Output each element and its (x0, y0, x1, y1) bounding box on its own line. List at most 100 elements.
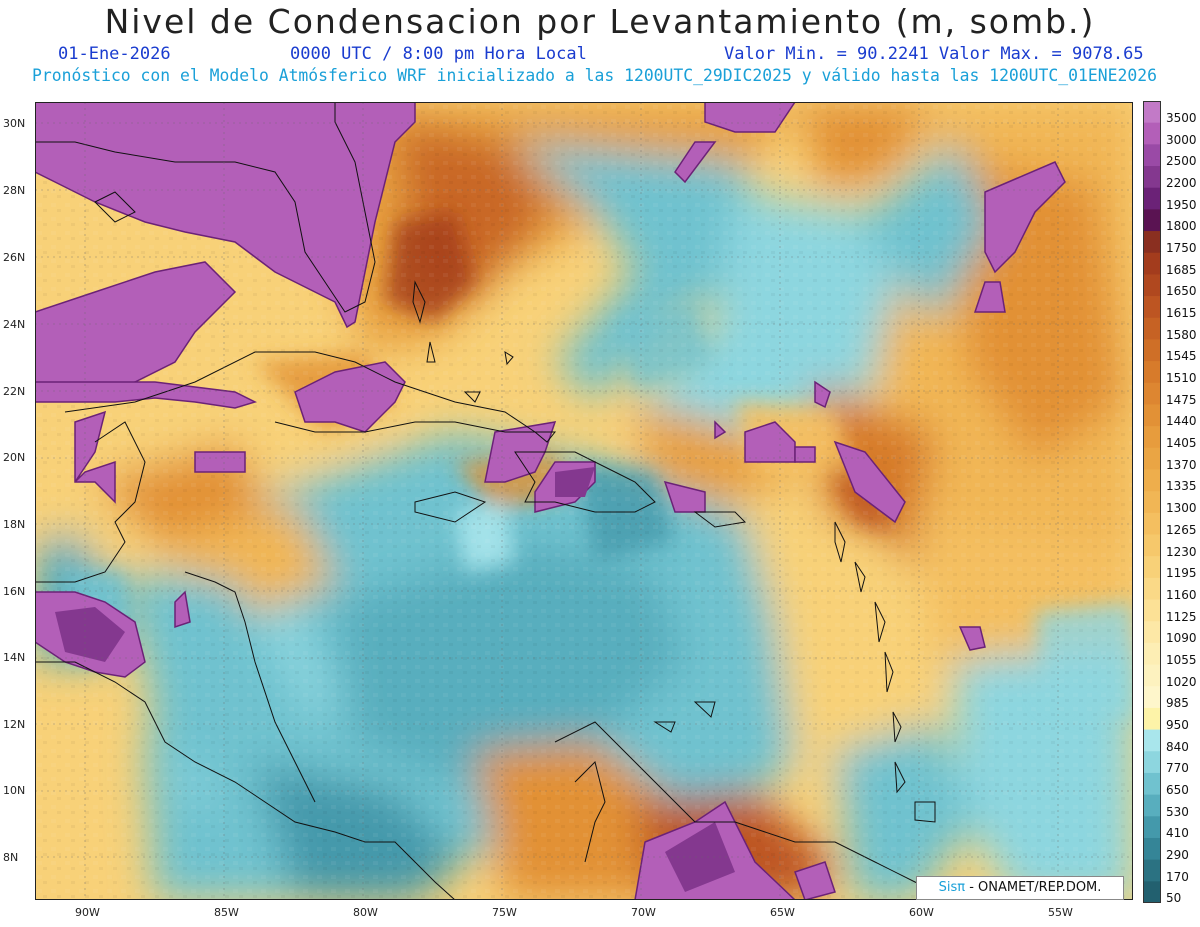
map-frame (35, 102, 1133, 900)
colorbar-swatch (1143, 101, 1161, 124)
colorbar-level-label: 1055 (1166, 652, 1197, 667)
lon-label: 75W (492, 906, 517, 919)
lon-label: 80W (353, 906, 378, 919)
lat-label: 24N (3, 318, 26, 331)
colorbar-level-label: 1685 (1166, 262, 1197, 277)
colorbar-swatch (1143, 426, 1161, 449)
colorbar-swatch (1143, 252, 1161, 275)
colorbar-level-label: 1230 (1166, 544, 1197, 559)
lat-label: 20N (3, 451, 26, 464)
lon-label: 60W (909, 906, 934, 919)
map-title: Nivel de Condensacion por Levantamiento … (104, 2, 1096, 41)
colorbar-level-label: 1580 (1166, 327, 1197, 342)
colorbar-swatch (1143, 512, 1161, 536)
colorbar-level-label: 2200 (1166, 176, 1197, 191)
colorbar-level-label: 1335 (1166, 479, 1197, 494)
colorbar-swatch (1143, 274, 1161, 297)
colorbar-swatch (1143, 686, 1161, 709)
lat-label: 18N (3, 518, 26, 531)
lat-label: 14N (3, 651, 26, 664)
colorbar-swatch (1143, 166, 1161, 189)
colorbar-swatch (1143, 382, 1161, 405)
high-lcl-cores (55, 467, 735, 892)
high-lcl-areas (35, 102, 1066, 900)
lon-label: 70W (631, 906, 656, 919)
colorbar-swatch (1143, 881, 1161, 903)
colorbar-level-label: 1405 (1166, 436, 1197, 451)
credit-box: Sisπ - ONAMET/REP.DOM. (916, 876, 1124, 900)
colorbar-level-label: 1125 (1166, 609, 1197, 624)
colorbar-level-label: 290 (1166, 847, 1189, 862)
colorbar-level-label: 985 (1166, 696, 1189, 711)
lat-label: 16N (3, 585, 26, 598)
colorbar-level-label: 840 (1166, 739, 1189, 754)
lat-label: 12N (3, 718, 26, 731)
colorbar-level-label: 1160 (1166, 587, 1197, 602)
colorbar-level-label: 1440 (1166, 414, 1197, 429)
colorbar-level-label: 770 (1166, 761, 1189, 776)
forecast-map (35, 102, 1133, 900)
colorbar-swatch (1143, 837, 1161, 861)
lat-label: 22N (3, 385, 26, 398)
colorbar-level-label: 1090 (1166, 631, 1197, 646)
colorbar-level-label: 1510 (1166, 371, 1197, 386)
lon-label: 55W (1048, 906, 1073, 919)
colorbar-level-label: 950 (1166, 717, 1189, 732)
colorbar-swatch (1143, 404, 1161, 427)
lat-label: 8N (3, 851, 19, 864)
colorbar-swatch (1143, 361, 1161, 384)
colorbar-swatch (1143, 122, 1161, 145)
colorbar-swatch (1143, 534, 1161, 557)
colorbar-level-label: 1800 (1166, 219, 1197, 234)
colorbar-level-label: 1300 (1166, 501, 1197, 516)
colorbar-swatch (1143, 296, 1161, 319)
colorbar-swatch (1143, 469, 1161, 492)
colorbar-level-label: 1265 (1166, 522, 1197, 537)
lat-label: 26N (3, 251, 26, 264)
lon-label: 65W (770, 906, 795, 919)
colorbar-level-label: 1950 (1166, 197, 1197, 212)
colorbar-level-label: 1475 (1166, 392, 1197, 407)
colorbar-swatch (1143, 209, 1161, 232)
colorbar-level-label: 1650 (1166, 284, 1197, 299)
colorbar-swatch (1143, 317, 1161, 340)
lat-label: 28N (3, 184, 26, 197)
colorbar (1143, 101, 1161, 903)
colorbar-level-label: 3500 (1166, 111, 1197, 125)
colorbar-swatch (1143, 772, 1161, 796)
colorbar-level-label: 50 (1166, 891, 1182, 906)
colorbar-swatch (1143, 794, 1161, 817)
colorbar-level-label: 1020 (1166, 674, 1197, 689)
colorbar-level-label: 1750 (1166, 241, 1197, 256)
colorbar-swatch (1143, 599, 1161, 622)
colorbar-swatch (1143, 577, 1161, 601)
model-info: Pronóstico con el Modelo Atmósferico WRF… (32, 66, 1157, 85)
colorbar-level-label: 650 (1166, 782, 1189, 797)
colorbar-swatch (1143, 664, 1161, 687)
colorbar-frame (1143, 101, 1161, 903)
colorbar-level-label: 170 (1166, 869, 1189, 884)
colorbar-swatch (1143, 859, 1161, 882)
forecast-date: 01-Ene-2026 (58, 44, 171, 64)
lon-label: 85W (214, 906, 239, 919)
colorbar-swatch (1143, 751, 1161, 774)
colorbar-swatch (1143, 642, 1161, 666)
colorbar-swatch (1143, 339, 1161, 362)
colorbar-swatch (1143, 187, 1161, 210)
colorbar-swatch (1143, 556, 1161, 579)
graticule (35, 102, 1133, 900)
colorbar-swatch (1143, 231, 1161, 254)
colorbar-level-label: 1370 (1166, 457, 1197, 472)
colorbar-level-label: 1545 (1166, 349, 1197, 364)
colorbar-level-label: 410 (1166, 826, 1189, 841)
value-min-max: Valor Min. = 90.2241 Valor Max. = 9078.6… (724, 44, 1144, 64)
colorbar-swatch (1143, 491, 1161, 514)
colorbar-swatch (1143, 729, 1161, 752)
colorbar-swatch (1143, 816, 1161, 839)
colorbar-swatch (1143, 447, 1161, 470)
lat-label: 30N (3, 117, 26, 130)
colorbar-level-label: 1615 (1166, 306, 1197, 321)
colorbar-level-label: 2500 (1166, 154, 1197, 169)
colorbar-level-label: 1195 (1166, 566, 1197, 581)
lat-label: 10N (3, 784, 26, 797)
